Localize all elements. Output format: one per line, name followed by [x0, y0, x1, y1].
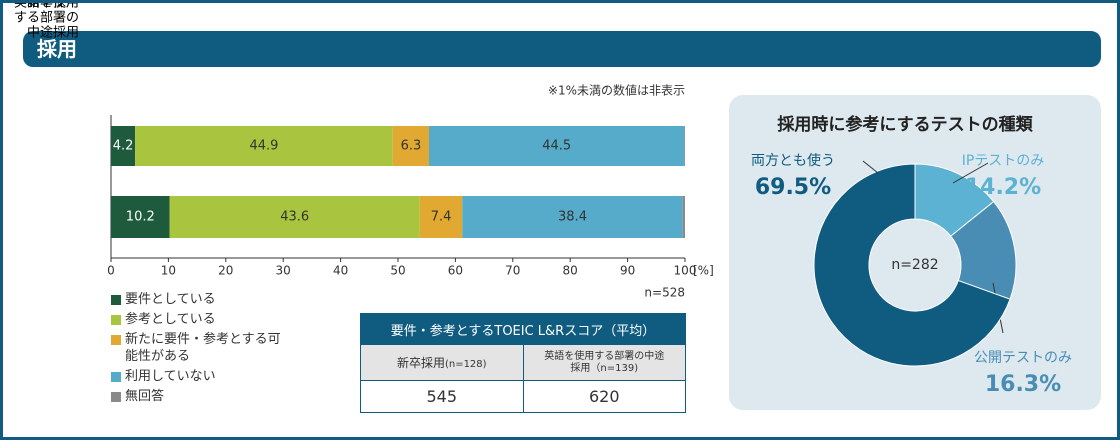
slice-value: 69.5%: [755, 175, 831, 200]
value-label: 4.2: [113, 139, 134, 154]
value-label: 44.5: [542, 139, 571, 154]
legend-item: 無回答: [111, 388, 281, 405]
score-table: 要件・参考とするTOEIC L&Rスコア（平均） 新卒採用(n=128) 英語を…: [360, 313, 686, 413]
chart-title: 採用時に参考にするテストの種類: [777, 114, 1033, 135]
legend-swatch: [111, 392, 121, 402]
legend-item: 参考としている: [111, 311, 281, 328]
x-tick-label: 90: [620, 264, 635, 278]
x-tick-label: 0: [107, 264, 115, 278]
slice-label: 両方とも使う: [751, 152, 835, 169]
value-label: 44.9: [249, 139, 278, 154]
leader-line: [952, 162, 989, 184]
center-label: n=282: [891, 257, 938, 273]
value-label: 38.4: [558, 210, 587, 225]
slice-label: 公開テストのみ: [974, 350, 1072, 366]
value-label: 6.3: [401, 139, 422, 154]
legend-label: 新たに要件・参考とする可能性がある: [125, 332, 281, 364]
col-label: 英語を使用する部署の中途採用: [544, 350, 665, 374]
x-tick-label: 80: [563, 264, 578, 278]
bar-segment: [392, 126, 429, 166]
table-title: 要件・参考とするTOEIC L&Rスコア（平均）: [360, 313, 686, 345]
category-label: 新卒採用: [26, 0, 79, 11]
x-tick-label: 50: [390, 264, 405, 278]
value-label: 7.4: [431, 210, 452, 225]
legend: 要件としている 参考としている新たに要件・参考とする可能性がある利用していない 無回…: [111, 291, 281, 408]
table-col: 新卒採用(n=128): [360, 344, 524, 381]
slice-label: IPテストのみ: [962, 153, 1045, 169]
legend-label: 無回答: [125, 389, 165, 404]
legend-swatch: [111, 372, 121, 382]
value-label: 10.2: [126, 210, 155, 225]
legend-label: 参考としている: [125, 312, 216, 327]
category-label: 英語を使用する部署の中途採用: [13, 0, 79, 41]
legend-swatch: [111, 335, 121, 345]
bar-segment: [428, 126, 685, 166]
x-unit: [%]: [693, 264, 714, 278]
note: ※1%未満の数値は非表示: [548, 83, 685, 98]
x-tick-label: 100: [674, 264, 697, 278]
legend-item: 要件としている: [111, 291, 281, 308]
col-n: (n=128): [444, 359, 487, 370]
bar-segment: [419, 196, 463, 238]
donut-slice: [813, 163, 1011, 367]
legend-item: 利用していない: [111, 368, 281, 385]
legend-label: 利用していない: [125, 369, 216, 384]
col-label: 新卒採用: [396, 356, 445, 370]
legend-item: 新たに要件・参考とする可能性がある: [111, 331, 281, 365]
table-col: 英語を使用する部署の中途採用（n=139): [522, 344, 686, 381]
legend-swatch: [111, 295, 121, 305]
slice-value: 14.2%: [965, 175, 1041, 200]
bar-segment: [111, 126, 136, 166]
legend-label: 要件としている: [125, 292, 216, 307]
x-tick-label: 10: [161, 264, 176, 278]
x-tick-label: 60: [448, 264, 463, 278]
value-label: 43.6: [280, 210, 309, 225]
legend-swatch: [111, 315, 121, 325]
chart: ※1%未満の数値は非表示 0 10 20 30 40 50 60 70 80 90 100[%] n=5…: [107, 83, 1072, 398]
bar-segment: [111, 196, 170, 238]
bar-segment: [682, 196, 685, 238]
col-n: （n=139): [590, 362, 639, 374]
x-tick-label: 40: [333, 264, 348, 278]
header-bar: 採用: [23, 31, 1101, 67]
n-label: n=528: [644, 286, 685, 300]
table-cell: 620: [522, 380, 686, 413]
bar-segment: [462, 196, 683, 238]
bar-segment: [169, 196, 420, 238]
x-tick-label: 30: [276, 264, 291, 278]
header-title: 採用: [37, 37, 77, 61]
leader-line: [862, 160, 879, 174]
table-cell: 545: [360, 380, 524, 413]
bar-segment: [684, 126, 685, 166]
x-tick-label: 70: [505, 264, 520, 278]
bar-segment: [135, 126, 393, 166]
slice-value: 16.3%: [985, 372, 1061, 397]
x-tick-label: 20: [218, 264, 233, 278]
